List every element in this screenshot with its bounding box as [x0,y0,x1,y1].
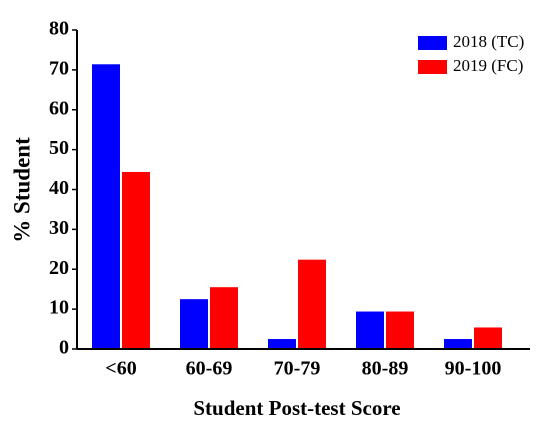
legend-label: 2019 (FC) [453,56,523,75]
x-tick-label: 90-100 [445,358,502,380]
x-tick-label: 70-79 [274,358,321,380]
legend-swatch [418,36,447,50]
x-axis-label: Student Post-test Score [193,396,400,420]
x-tick-label: <60 [105,358,136,380]
y-tick-label: 60 [49,97,69,119]
y-tick-label: 80 [49,18,69,40]
x-tick-label: 80-89 [362,358,409,380]
y-tick-label: 10 [49,297,69,319]
y-tick-label: 50 [49,137,69,159]
bar [474,327,502,349]
bar [444,339,472,349]
y-tick-label: 0 [59,337,69,359]
y-tick-label: 70 [49,57,69,79]
bar [180,299,208,349]
legend-swatch [418,60,447,74]
y-tick-label: 20 [49,257,69,279]
y-axis-label: % Student [9,137,34,243]
legend-label: 2018 (TC) [453,32,524,51]
bar [356,311,384,349]
bar [92,64,120,349]
bar [386,311,414,349]
y-tick-label: 30 [49,217,69,239]
bar [210,287,238,349]
bar [268,339,296,349]
bar [122,171,150,349]
x-tick-label: 60-69 [186,358,233,380]
bar [298,259,326,349]
y-tick-label: 40 [49,177,69,199]
